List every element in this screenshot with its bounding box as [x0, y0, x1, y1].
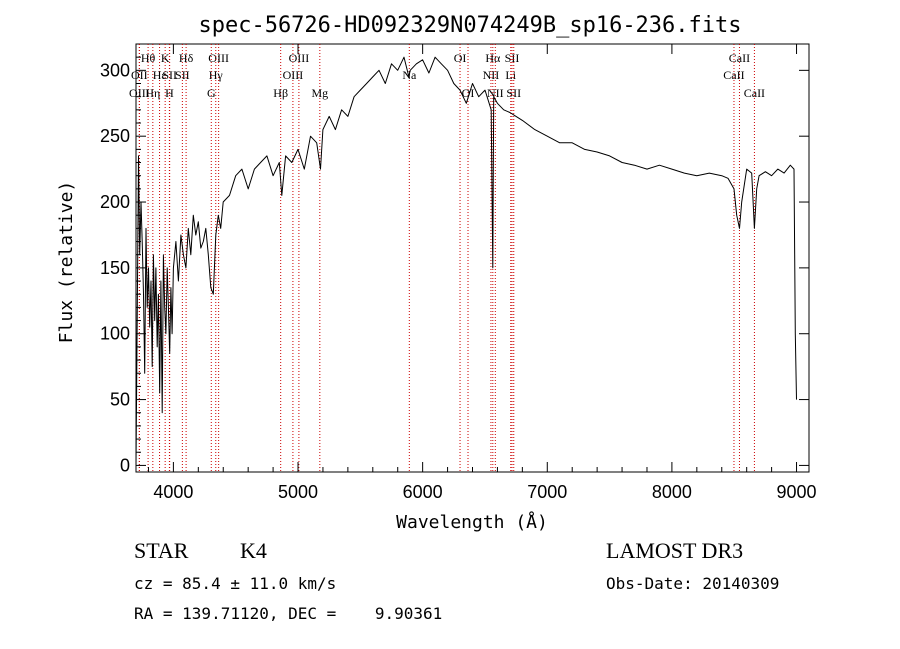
- spectral-line-label: OIII: [283, 68, 304, 82]
- spectral-line-label: OIII: [289, 51, 310, 65]
- x-axis-ticks: 4000 5000 6000 7000 8000 9000: [147, 44, 817, 502]
- spectral-line-label: SII: [506, 86, 521, 100]
- spectral-line-label: Hθ: [141, 51, 156, 65]
- chart-title: spec-56726-HD092329N074249B_sp16-236.fit…: [198, 13, 741, 38]
- y-tick-label: 0: [120, 455, 130, 475]
- redshift-velocity: cz = 85.4 ± 11.0 km/s: [134, 574, 337, 593]
- spectral-line-label: OIII: [208, 51, 229, 65]
- spectral-line-label: CaII: [729, 51, 750, 65]
- spectral-line-label: NII: [483, 68, 500, 82]
- spectral-line-label: Mg: [311, 86, 328, 100]
- spectral-line-label: Hβ: [273, 86, 288, 100]
- spectral-line-label: K: [161, 51, 170, 65]
- y-tick-label: 200: [100, 192, 130, 212]
- flux-line: [135, 56, 797, 466]
- x-tick-label: 4000: [153, 482, 193, 502]
- spectral-line-label: CaII: [723, 68, 744, 82]
- x-tick-label: 7000: [527, 482, 567, 502]
- spectral-line-label: SII: [505, 51, 520, 65]
- spectral-line-label: Hε: [153, 68, 167, 82]
- spectral-line-label: SII: [175, 68, 190, 82]
- observation-date: Obs-Date: 20140309: [606, 574, 780, 593]
- spectral-line-label: OIII: [129, 86, 150, 100]
- spectral-line-label: OI: [454, 51, 467, 65]
- y-tick-label: 50: [110, 390, 130, 410]
- y-axis-label: Flux (relative): [56, 181, 77, 344]
- plot-frame: [135, 43, 810, 473]
- spectral-line-label: OI: [462, 86, 475, 100]
- spectral-line-label: H: [165, 86, 174, 100]
- spectral-line-label: Hη: [145, 86, 160, 100]
- spectral-line-label: CaII: [744, 86, 765, 100]
- y-tick-label: 300: [100, 60, 130, 80]
- x-axis-label: Wavelength (Å): [396, 511, 548, 533]
- x-tick-label: 5000: [278, 482, 318, 502]
- flux-series: [135, 56, 797, 466]
- object-class: STAR: [134, 538, 189, 563]
- spectral-line-label: Hα: [485, 51, 501, 65]
- survey-name: LAMOST DR3: [606, 538, 744, 563]
- spectral-line-label: Li: [505, 68, 516, 82]
- sky-coordinates: RA = 139.71120, DEC = 9.90361: [134, 604, 443, 623]
- y-axis-ticks: 0 50 100 150 200 250 300: [100, 56, 809, 475]
- x-tick-label: 9000: [777, 482, 817, 502]
- x-tick-label: 6000: [403, 482, 443, 502]
- y-tick-label: 150: [100, 258, 130, 278]
- spectral-line-label: Hγ: [209, 68, 224, 82]
- spectral-line-label: NII: [487, 86, 504, 100]
- spectral-line-label: Hδ: [179, 51, 194, 65]
- y-tick-label: 100: [100, 324, 130, 344]
- object-subclass: K4: [240, 538, 267, 563]
- y-tick-label: 250: [100, 126, 130, 146]
- x-tick-label: 8000: [652, 482, 692, 502]
- spectral-line-label: G: [207, 86, 216, 100]
